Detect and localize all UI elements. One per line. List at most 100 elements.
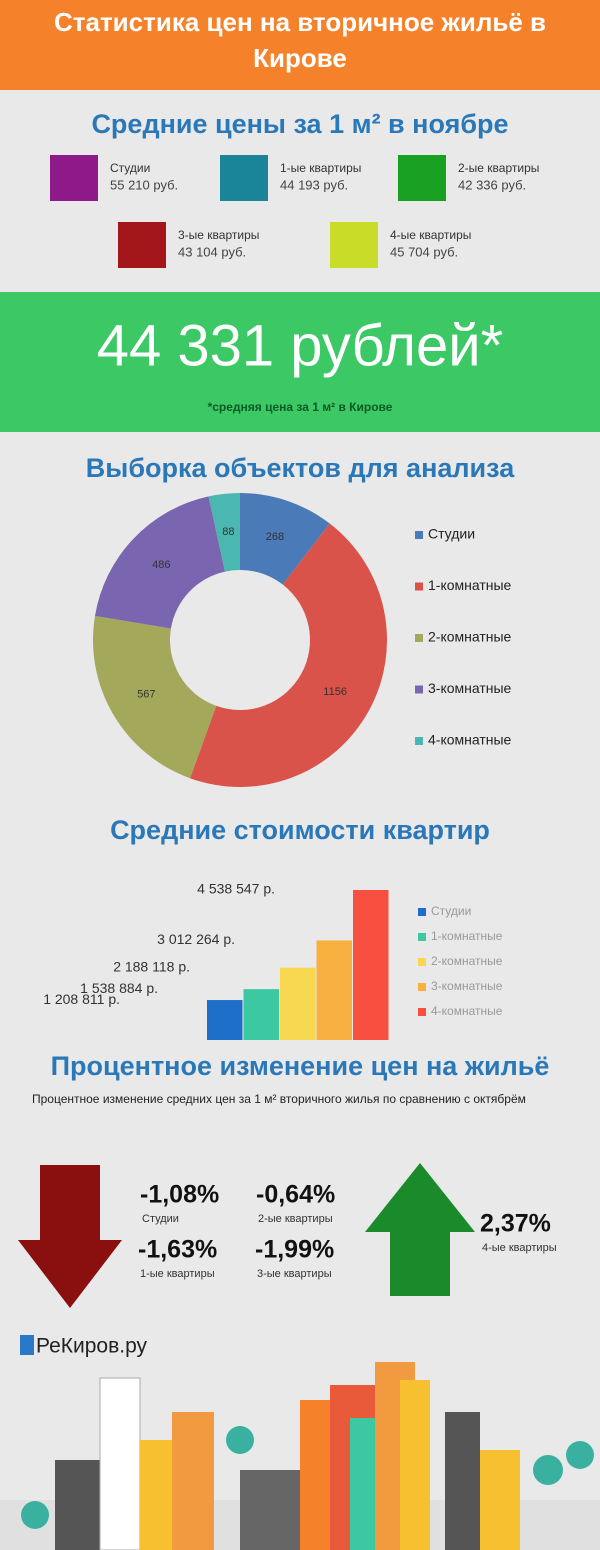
change-label: 2-ые квартиры — [258, 1213, 333, 1225]
donut-slice — [190, 523, 387, 788]
bar-title: Средние стоимости квартир — [110, 815, 490, 845]
building — [445, 1412, 480, 1550]
price-swatch — [330, 222, 378, 268]
header-box: Статистика цен на вторичное жильё в Киро… — [53, 7, 547, 73]
slice-label: 88 — [222, 526, 234, 538]
price-swatch — [220, 155, 268, 201]
changes-subtitle-box: Процентное изменение средних цен за 1 м²… — [32, 1092, 526, 1106]
changes-subtitle: Процентное изменение средних цен за 1 м²… — [32, 1092, 526, 1106]
tree — [533, 1455, 563, 1485]
logo: РеКиров.ру — [36, 1335, 148, 1358]
donut-slice — [208, 493, 240, 572]
price-name: 1-ые квартиры — [280, 161, 361, 175]
price-swatch — [398, 155, 446, 201]
price-value: 45 704 руб. — [390, 244, 458, 259]
legend-swatch — [418, 958, 426, 966]
change-value: -0,64% — [256, 1181, 335, 1209]
changes-list: -1,08% Студии -0,64% 2-ые квартиры -1,63% 1-ы… — [138, 1181, 557, 1280]
legend-label: Студии — [431, 904, 471, 918]
price-swatch — [118, 222, 166, 268]
change-value: -1,63% — [138, 1236, 217, 1264]
price-name: Студии — [110, 161, 150, 175]
change-label: 3-ые квартиры — [257, 1268, 332, 1280]
price-list: Студии 55 210 руб. 1-ые квартиры 44 193 руб… — [50, 155, 539, 268]
changes-title: Процентное изменение цен на жильё — [51, 1051, 550, 1081]
legend-swatch — [418, 1008, 426, 1016]
legend-swatch — [415, 737, 423, 745]
bar-chart: 1 208 811 р.1 538 884 р. 2 188 118 р. 3 01… — [43, 881, 503, 1040]
price-name: 4-ые квартиры — [390, 228, 471, 242]
legend-swatch — [418, 933, 426, 941]
legend-swatch — [418, 983, 426, 991]
logo-icon — [20, 1335, 34, 1355]
legend-swatch — [415, 531, 423, 539]
building — [55, 1460, 100, 1550]
average-value: 44 331 рублей* — [97, 313, 503, 378]
price-value: 43 104 руб. — [178, 244, 246, 259]
value-label: 2 188 118 р. — [113, 958, 190, 974]
up-arrow — [365, 1163, 475, 1296]
value-label: 4 538 547 р. — [197, 881, 275, 897]
legend-label: 3-комнатные — [428, 680, 512, 696]
price-name: 2-ые квартиры — [458, 161, 539, 175]
value-label: 1 538 884 р. — [80, 980, 158, 996]
legend-swatch — [415, 582, 423, 591]
header-title: Статистика цен на вторичное жильё в Киро… — [53, 7, 547, 73]
legend-swatch — [418, 908, 426, 916]
legend-label: 3-комнатные — [431, 979, 503, 993]
donut-title: Выборка объектов для анализа — [86, 453, 515, 483]
building — [240, 1470, 310, 1550]
average-band — [0, 292, 600, 432]
bar — [280, 967, 316, 1040]
legend-swatch — [415, 685, 423, 694]
value-label: 1 208 811 р. — [43, 991, 120, 1007]
price-swatch — [50, 155, 98, 201]
donut-slice — [92, 615, 217, 779]
slice-label: 268 — [266, 531, 284, 543]
legend-label: Студии — [428, 526, 475, 542]
change-label: 1-ые квартиры — [140, 1268, 215, 1280]
building — [172, 1412, 214, 1550]
price-value: 42 336 руб. — [458, 177, 526, 192]
bar — [316, 940, 352, 1040]
tree — [21, 1501, 49, 1529]
average-note: *средняя цена за 1 м² в Кирове — [208, 400, 393, 414]
building — [99, 1377, 141, 1550]
down-arrow — [18, 1165, 122, 1308]
slice-label: 486 — [152, 559, 170, 571]
donut-chart: 268 1156 567 486 88 Студии 1-комнатные 2-комнат… — [92, 493, 512, 788]
price-name: 3-ые квартиры — [178, 228, 259, 242]
city-illustration — [0, 1362, 600, 1550]
tree — [226, 1426, 254, 1454]
tree — [566, 1441, 594, 1469]
donut-slice — [240, 493, 330, 585]
header-band — [0, 0, 600, 90]
legend-label: 2-комнатные — [428, 629, 512, 645]
donut-slice — [94, 496, 226, 629]
change-value: -1,08% — [140, 1181, 219, 1209]
price-value: 55 210 руб. — [110, 177, 178, 192]
price-value: 44 193 руб. — [280, 177, 348, 192]
change-value: -1,99% — [255, 1236, 334, 1264]
legend-label: 2-комнатные — [431, 954, 503, 968]
change-label: 4-ые квартиры — [482, 1242, 557, 1254]
legend-label: 1-комнатные — [428, 577, 512, 593]
bar — [243, 989, 279, 1040]
building — [480, 1450, 520, 1550]
slice-label: 567 — [137, 689, 155, 701]
change-label: Студии — [142, 1213, 179, 1225]
slice-label: 1156 — [323, 686, 347, 698]
bar — [353, 890, 389, 1040]
legend-label: 4-комнатные — [431, 1004, 503, 1018]
change-value: 2,37% — [480, 1210, 551, 1238]
legend-label: 4-комнатные — [428, 732, 512, 748]
legend-label: 1-комнатные — [431, 929, 503, 943]
building — [400, 1380, 430, 1550]
value-label: 3 012 264 р. — [157, 931, 235, 947]
bar — [207, 1000, 243, 1040]
prices-title: Средние цены за 1 м² в ноябре — [91, 109, 508, 139]
legend-swatch — [415, 634, 423, 642]
